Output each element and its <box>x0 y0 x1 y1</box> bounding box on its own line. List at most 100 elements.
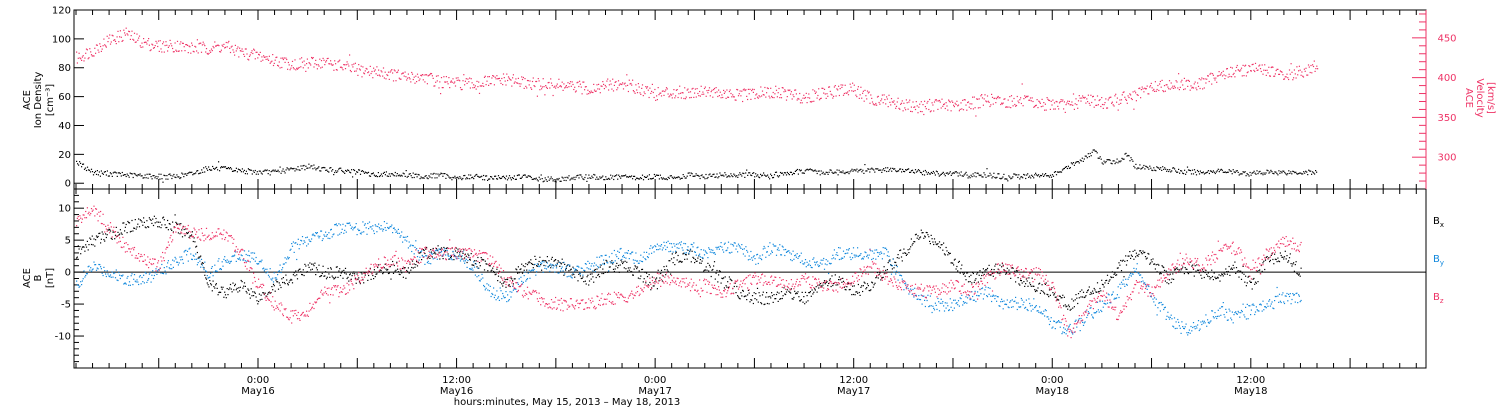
velocity-point <box>141 42 143 44</box>
density-point <box>775 171 778 173</box>
bx-point <box>838 279 840 281</box>
density-point <box>359 173 362 175</box>
velocity-point <box>986 101 988 103</box>
bx-point <box>282 281 284 284</box>
density-point <box>1083 158 1085 160</box>
velocity-point <box>1187 79 1190 81</box>
velocity-point <box>1197 82 1199 84</box>
bx-point <box>1004 270 1006 272</box>
velocity-point <box>98 51 100 53</box>
velocity-point <box>1237 69 1239 71</box>
bx-point <box>946 250 948 252</box>
velocity-point <box>1143 91 1145 93</box>
bx-point <box>1096 291 1098 293</box>
density-point <box>836 169 838 171</box>
bx-point <box>193 237 195 239</box>
density-point <box>706 177 708 180</box>
velocity-point <box>406 79 408 81</box>
velocity-point <box>242 50 244 52</box>
bx-point <box>771 292 773 294</box>
velocity-point <box>305 70 307 72</box>
velocity-point <box>263 56 265 58</box>
bx-point <box>705 266 707 268</box>
by-point <box>329 237 331 240</box>
by-point <box>248 255 251 257</box>
velocity-point <box>845 92 847 94</box>
bx-point <box>349 273 351 275</box>
density-point <box>1250 174 1252 176</box>
bx-point <box>953 264 955 266</box>
density-point <box>1208 172 1210 175</box>
density-point <box>780 172 783 174</box>
density-point <box>138 174 140 176</box>
velocity-point <box>749 88 751 90</box>
density-point <box>454 175 456 177</box>
bx-point <box>750 299 752 301</box>
velocity-point <box>580 86 582 88</box>
density-point <box>1097 157 1099 159</box>
velocity-point <box>363 72 365 74</box>
by-point <box>156 273 158 275</box>
density-point <box>479 176 481 178</box>
velocity-point <box>887 106 889 108</box>
bx-point <box>359 283 361 285</box>
velocity-point <box>570 85 572 87</box>
velocity-point <box>996 96 998 98</box>
density-point <box>393 175 395 177</box>
density-point <box>1103 160 1105 162</box>
density-point <box>290 167 292 169</box>
by-point <box>368 221 371 223</box>
density-point <box>722 174 724 176</box>
velocity-point <box>950 110 952 112</box>
bx-point <box>200 263 203 265</box>
velocity-point <box>1087 94 1089 96</box>
density-point <box>520 177 522 179</box>
bx-point <box>814 289 816 291</box>
bx-point <box>797 291 799 293</box>
bx-point <box>1246 282 1248 284</box>
bx-point <box>289 279 291 282</box>
density-point <box>1266 169 1268 171</box>
velocity-point <box>165 41 167 43</box>
bx-point <box>751 299 753 301</box>
bx-point <box>1066 305 1068 307</box>
velocity-point <box>682 92 684 94</box>
density-point <box>866 170 868 172</box>
bx-point <box>700 262 702 264</box>
bx-point <box>425 248 427 250</box>
velocity-point <box>391 69 393 71</box>
density-point <box>81 166 83 168</box>
velocity-point <box>85 52 87 54</box>
velocity-point <box>1149 86 1151 88</box>
velocity-point <box>1059 101 1061 103</box>
bx-point <box>876 271 879 274</box>
bx-point <box>694 262 696 264</box>
velocity-point <box>775 85 777 87</box>
density-point <box>681 177 683 179</box>
density-point <box>260 172 262 174</box>
bx-point <box>358 277 360 279</box>
velocity-point <box>375 73 377 75</box>
velocity-point <box>632 90 634 92</box>
density-point <box>1076 161 1078 163</box>
bx-point <box>378 264 380 266</box>
density-point <box>772 177 774 179</box>
density-point <box>818 170 820 172</box>
velocity-point <box>76 51 78 53</box>
density-point <box>494 175 496 177</box>
velocity-point <box>114 39 116 41</box>
by-point <box>320 230 323 232</box>
density-point <box>159 178 161 180</box>
bx-point <box>1060 297 1062 299</box>
bx-point <box>262 292 264 294</box>
velocity-point <box>365 67 367 70</box>
velocity-point <box>1281 71 1283 73</box>
bx-point <box>790 292 792 294</box>
bx-point <box>1192 268 1195 270</box>
density-point <box>353 169 355 171</box>
density-point <box>298 169 300 171</box>
bx-point <box>333 278 335 280</box>
bx-point <box>1115 274 1117 276</box>
velocity-point <box>148 38 150 40</box>
density-point <box>288 169 290 171</box>
